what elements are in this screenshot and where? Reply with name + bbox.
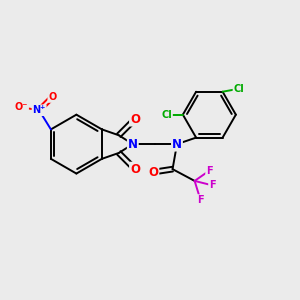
Text: F: F: [209, 180, 216, 190]
Text: F: F: [197, 195, 204, 205]
Text: Cl: Cl: [233, 84, 244, 94]
Text: N: N: [172, 138, 182, 151]
Text: N⁺: N⁺: [32, 105, 46, 115]
Text: O: O: [148, 166, 158, 178]
Text: Cl: Cl: [161, 110, 172, 120]
Text: O: O: [130, 163, 140, 176]
Text: N: N: [128, 138, 138, 151]
Text: F: F: [206, 166, 213, 176]
Text: O: O: [48, 92, 56, 102]
Text: O: O: [130, 112, 140, 126]
Text: O⁻: O⁻: [15, 102, 28, 112]
